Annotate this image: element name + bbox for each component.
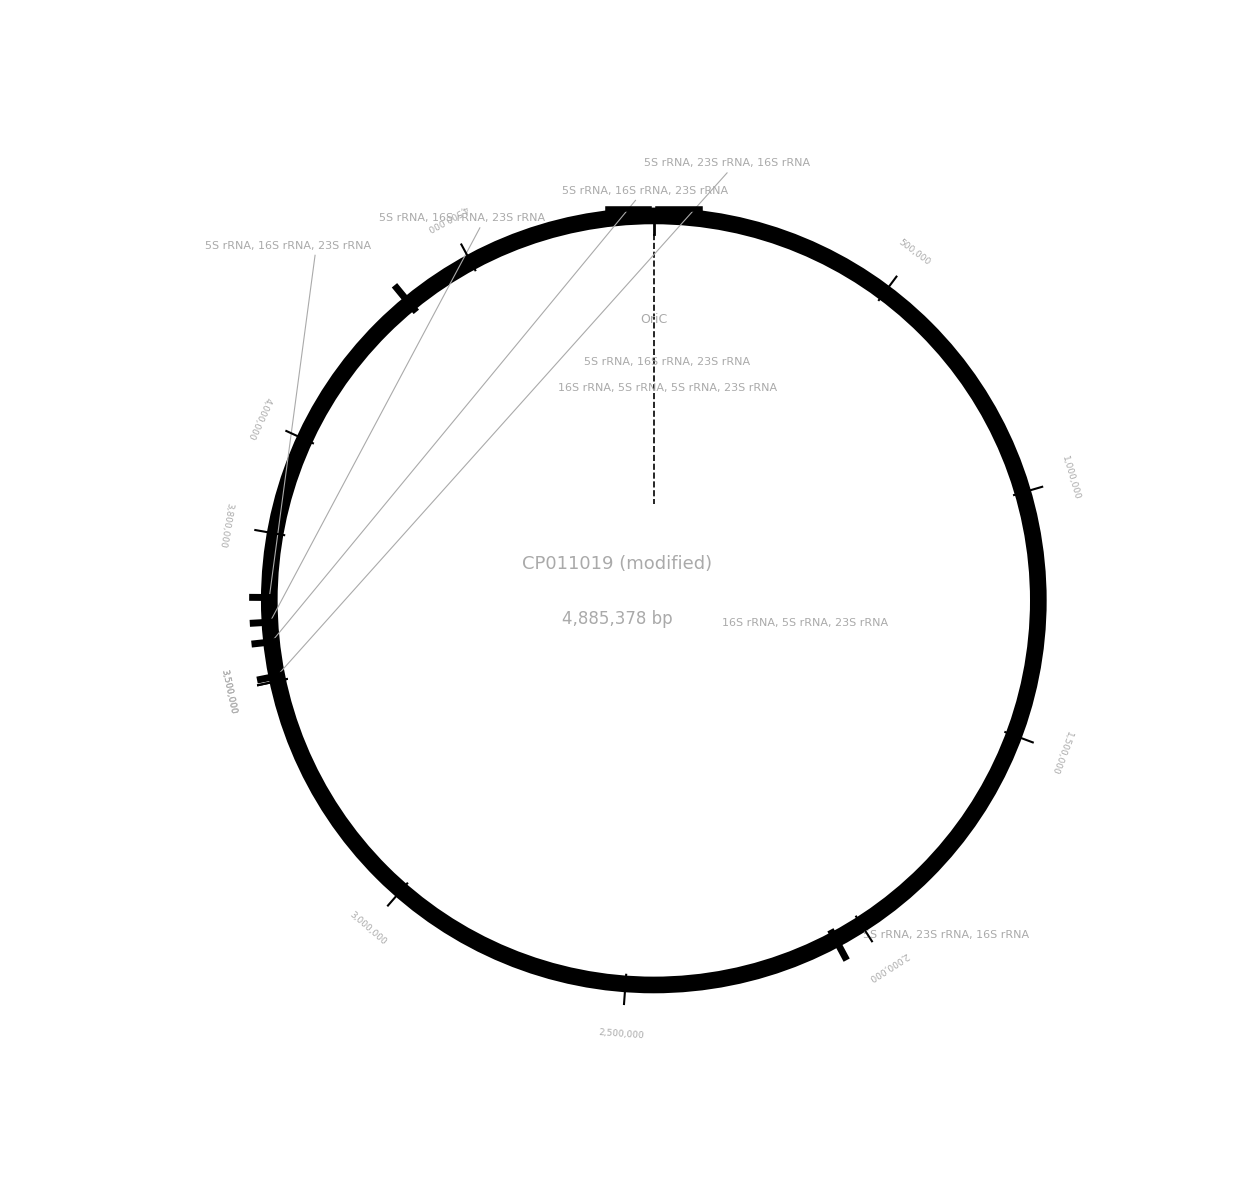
- Text: 4,885,378 bp: 4,885,378 bp: [562, 610, 672, 628]
- Text: 3,000,000: 3,000,000: [348, 910, 388, 946]
- Text: 1,500,000: 1,500,000: [1049, 730, 1074, 776]
- Text: 5S rRNA, 23S rRNA, 16S rRNA: 5S rRNA, 23S rRNA, 16S rRNA: [644, 158, 810, 169]
- Text: 4,000,000: 4,000,000: [246, 396, 273, 441]
- Text: 5S rRNA, 16S rRNA, 23S rRNA: 5S rRNA, 16S rRNA, 23S rRNA: [584, 357, 750, 367]
- Text: 5S rRNA, 16S rRNA, 23S rRNA: 5S rRNA, 16S rRNA, 23S rRNA: [562, 185, 728, 196]
- Text: 2,500,000: 2,500,000: [599, 1028, 645, 1040]
- Text: 500,000: 500,000: [897, 238, 932, 268]
- Text: 3,500,000: 3,500,000: [219, 668, 238, 715]
- Text: CP011019 (modified): CP011019 (modified): [522, 555, 712, 573]
- Text: 5S rRNA, 23S rRNA, 16S rRNA: 5S rRNA, 23S rRNA, 16S rRNA: [863, 930, 1029, 939]
- Text: 5S rRNA, 16S rRNA, 23S rRNA: 5S rRNA, 16S rRNA, 23S rRNA: [205, 240, 371, 251]
- Text: 16S rRNA, 5S rRNA, 23S rRNA: 16S rRNA, 5S rRNA, 23S rRNA: [722, 618, 888, 628]
- Text: 16S rRNA, 5S rRNA, 5S rRNA, 23S rRNA: 16S rRNA, 5S rRNA, 5S rRNA, 23S rRNA: [558, 383, 777, 392]
- Text: OriC: OriC: [640, 313, 667, 326]
- Text: 3,800,000: 3,800,000: [217, 502, 234, 548]
- Text: 3,500,000: 3,500,000: [219, 668, 238, 715]
- Text: 5S rRNA, 16S rRNA, 23S rRNA: 5S rRNA, 16S rRNA, 23S rRNA: [379, 213, 546, 224]
- Text: 1,000,000: 1,000,000: [1060, 455, 1083, 502]
- Text: 2,000,000: 2,000,000: [867, 951, 910, 983]
- Text: 4,500,000: 4,500,000: [425, 203, 469, 233]
